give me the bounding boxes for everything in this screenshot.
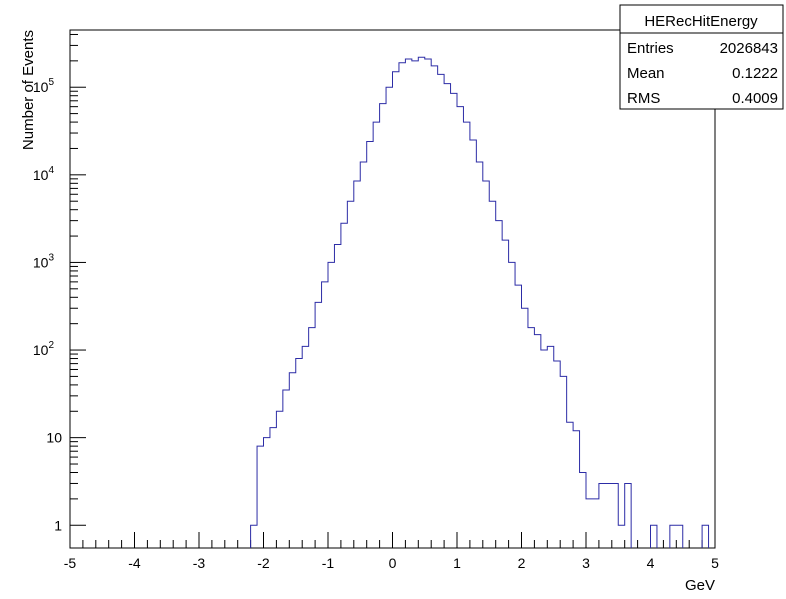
histogram-tail-bin — [701, 524, 710, 548]
x-tick-label: 1 — [453, 555, 461, 571]
x-axis-title: GeV — [685, 577, 715, 594]
x-tick-label: -4 — [128, 555, 141, 571]
histogram-tail-bin — [669, 524, 684, 548]
y-tick-label: 104 — [33, 165, 55, 183]
x-tick-label: -3 — [193, 555, 206, 571]
histogram-tail-bin — [650, 524, 658, 548]
x-tick-label: 3 — [582, 555, 590, 571]
histogram-tail-bins — [650, 524, 710, 548]
stats-entries-value: 2026843 — [720, 40, 778, 57]
x-axis-tick-labels: -5 -4 -3 -2 -1 0 1 2 3 4 5 — [64, 555, 719, 571]
y-tick-label: 105 — [33, 77, 55, 95]
y-tick-label: 102 — [33, 340, 55, 358]
y-tick-label: 10 — [46, 430, 62, 446]
stats-mean-value: 0.1222 — [732, 65, 778, 82]
histogram-series-line — [250, 56, 632, 548]
x-tick-label: -2 — [257, 555, 270, 571]
x-tick-label: 4 — [647, 555, 655, 571]
x-tick-label: 2 — [518, 555, 526, 571]
x-tick-label: -5 — [64, 555, 77, 571]
x-axis-ticks — [69, 532, 716, 548]
y-axis-title: Number of Events — [20, 30, 37, 150]
plot-frame — [69, 29, 716, 549]
x-tick-label: 0 — [389, 555, 397, 571]
stats-box: HERecHitEnergy Entries 2026843 Mean 0.12… — [619, 4, 784, 110]
y-tick-label: 103 — [33, 252, 55, 270]
stats-rms-value: 0.4009 — [732, 90, 778, 107]
stats-mean-label: Mean — [627, 65, 665, 82]
x-tick-label: -1 — [322, 555, 335, 571]
stats-rms-label: RMS — [627, 90, 660, 107]
y-axis-ticks — [70, 33, 86, 526]
stats-box-frame — [619, 4, 784, 110]
stats-box-title: HERecHitEnergy — [644, 13, 758, 30]
stats-entries-label: Entries — [627, 40, 674, 57]
x-tick-label: 5 — [711, 555, 719, 571]
y-axis-tick-labels: 1 10 102 103 104 105 — [33, 77, 62, 533]
y-tick-label: 1 — [54, 517, 62, 533]
